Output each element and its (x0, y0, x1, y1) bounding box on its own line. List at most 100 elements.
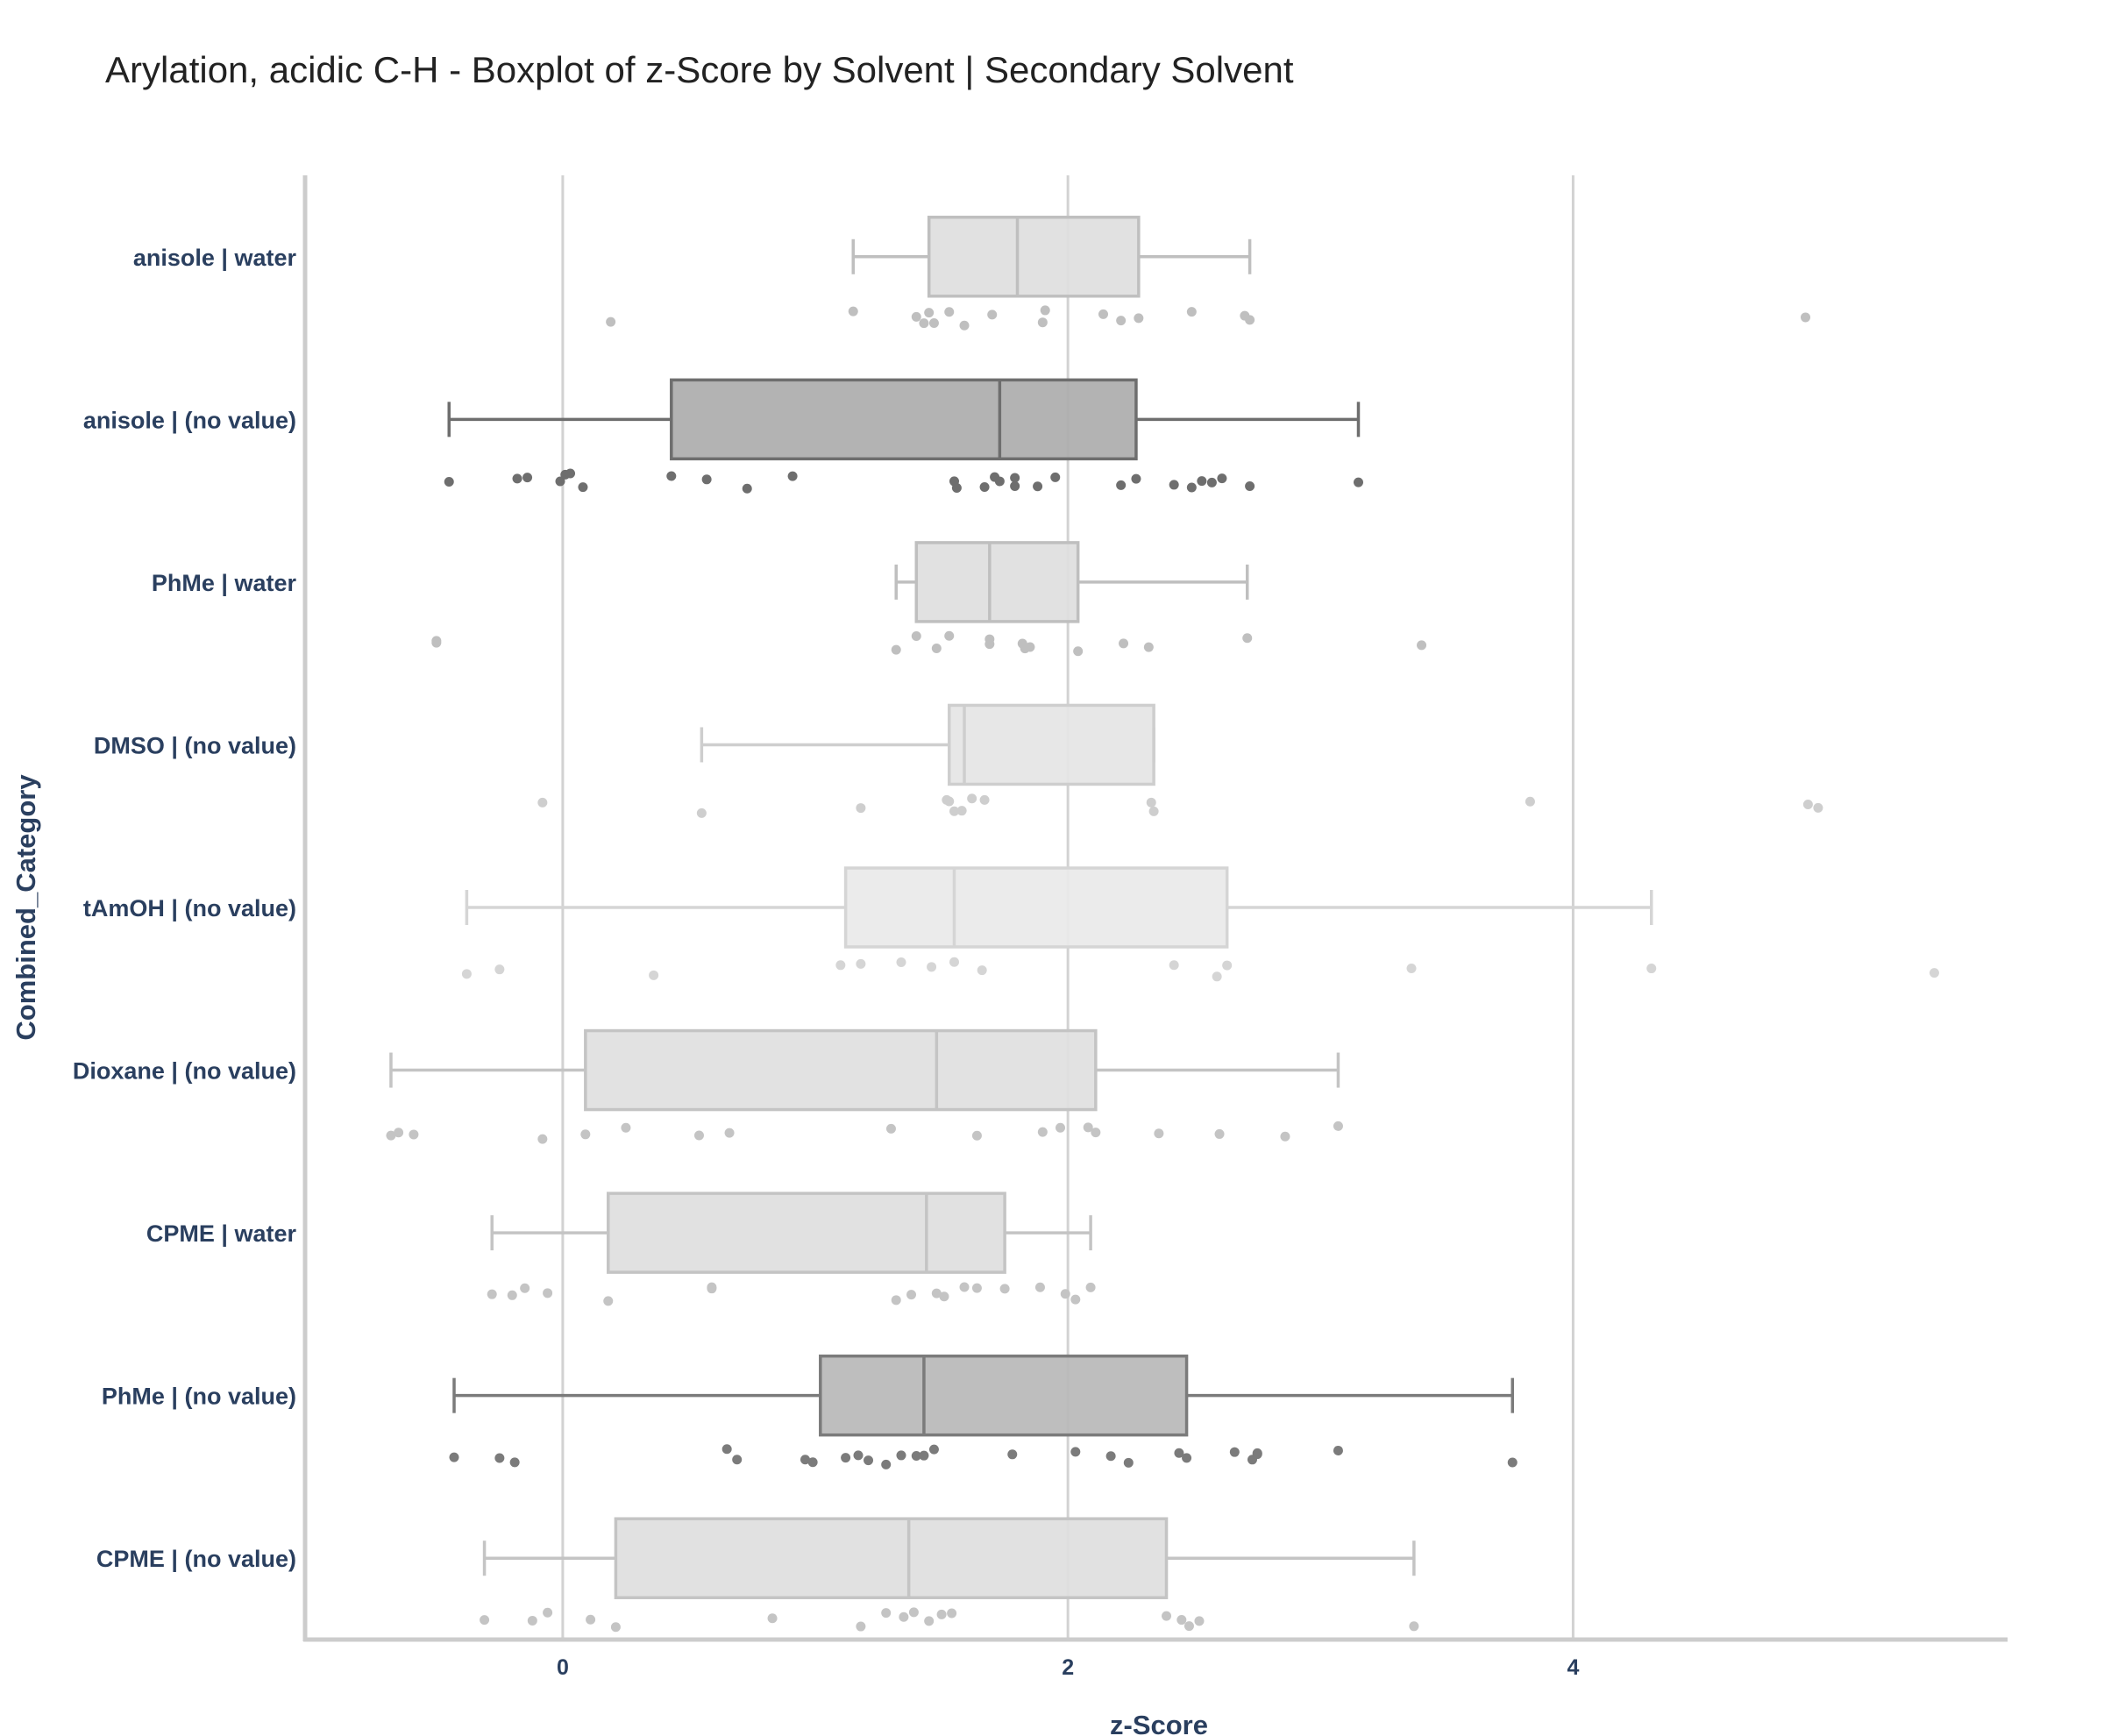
data-point (522, 473, 533, 483)
data-point (1134, 313, 1144, 324)
data-point (1010, 473, 1020, 483)
box-iqr (927, 216, 1141, 298)
box-group (537, 703, 1823, 818)
category-label: Dioxane | (no value) (73, 1058, 296, 1085)
data-point (979, 794, 990, 805)
data-point (543, 1607, 553, 1618)
data-point (1222, 960, 1233, 971)
data-point (1070, 1447, 1081, 1457)
data-point (444, 476, 454, 487)
box-iqr (914, 541, 1080, 623)
category-label: DMSO | (no value) (94, 732, 296, 758)
category-label: tAmOH | (no value) (83, 895, 296, 921)
data-point (578, 482, 588, 493)
data-point (724, 1128, 735, 1138)
data-point (394, 1128, 404, 1138)
box-group (386, 1028, 1343, 1144)
data-point (881, 1608, 892, 1619)
data-point (537, 1134, 548, 1144)
y-axis-title: Combined_Category (11, 774, 41, 1041)
category-label: PhMe | (no value) (102, 1384, 296, 1410)
data-point (1119, 638, 1129, 649)
x-tick-label: 0 (557, 1655, 569, 1680)
data-point (1073, 646, 1084, 657)
data-point (908, 1607, 919, 1618)
box-iqr (819, 1354, 1189, 1437)
data-point (1186, 482, 1197, 493)
data-point (924, 308, 935, 318)
data-point (931, 1288, 942, 1298)
data-point (928, 1444, 939, 1455)
data-point (1245, 315, 1255, 325)
data-point (999, 1284, 1010, 1294)
data-point (767, 1613, 778, 1624)
data-point (1060, 1289, 1070, 1299)
data-point (1333, 1121, 1343, 1131)
data-point (449, 1452, 459, 1462)
data-point (1070, 1294, 1081, 1305)
data-point (509, 1457, 520, 1468)
data-point (1409, 1621, 1419, 1632)
data-point (1194, 1616, 1205, 1626)
data-point (580, 1129, 591, 1140)
data-point (848, 306, 858, 317)
data-point (1245, 481, 1255, 492)
data-point (1802, 799, 1813, 809)
data-point (693, 1130, 704, 1141)
data-point (586, 1614, 596, 1625)
box-iqr (584, 1028, 1098, 1112)
data-point (1040, 305, 1050, 316)
data-point (881, 1459, 892, 1469)
data-point (971, 1283, 982, 1293)
x-axis-title: z-Score (1110, 1710, 1208, 1736)
data-point (885, 1123, 896, 1134)
data-point (512, 473, 522, 484)
data-point (1169, 480, 1179, 490)
data-point (1116, 316, 1127, 326)
data-point (386, 1130, 396, 1141)
data-point (1116, 480, 1127, 490)
data-point (1083, 1122, 1093, 1133)
data-point (1507, 1457, 1518, 1468)
data-point (1212, 971, 1222, 982)
data-point (649, 970, 659, 980)
box-iqr (843, 866, 1229, 949)
data-point (1154, 1128, 1164, 1139)
data-point (800, 1455, 810, 1465)
data-point (1280, 1131, 1290, 1142)
category-label: PhMe | water (152, 570, 297, 596)
data-point (1033, 481, 1043, 492)
data-point (919, 1450, 929, 1461)
x-tick-label: 4 (1567, 1655, 1579, 1680)
data-point (987, 309, 998, 320)
data-point (1184, 1621, 1194, 1632)
box-group (449, 1354, 1518, 1469)
data-point (967, 793, 977, 804)
category-label: CPME | (no value) (96, 1546, 296, 1572)
data-point (841, 1453, 851, 1463)
data-point (1176, 1615, 1187, 1626)
data-point (939, 1291, 949, 1302)
data-point (487, 1289, 497, 1299)
data-point (979, 482, 990, 493)
data-point (1143, 642, 1154, 652)
data-point (1214, 1128, 1225, 1139)
data-point (1229, 1447, 1240, 1457)
data-point (787, 471, 798, 481)
data-point (891, 1295, 901, 1306)
category-label: CPME | water (146, 1220, 297, 1247)
data-point (1354, 477, 1364, 487)
data-point (742, 483, 752, 494)
box-group (461, 866, 1939, 982)
data-point (949, 806, 959, 816)
data-point (931, 643, 942, 653)
data-point (409, 1129, 419, 1140)
data-point (1091, 1128, 1101, 1138)
data-point (1252, 1449, 1262, 1460)
labels: 0 2 4 z-Score Combined_Category anisole | wat… (11, 245, 1579, 1736)
data-point (721, 1444, 732, 1455)
data-point (971, 1130, 982, 1141)
data-point (1813, 802, 1823, 813)
data-point (480, 1615, 490, 1626)
